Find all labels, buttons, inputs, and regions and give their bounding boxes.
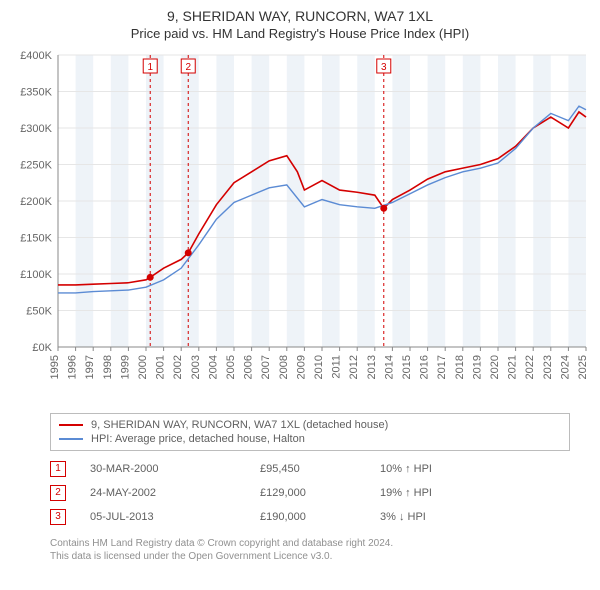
svg-text:2020: 2020: [489, 355, 501, 379]
row-marker-cell: 1: [50, 461, 90, 477]
footer-line: Contains HM Land Registry data © Crown c…: [50, 537, 570, 550]
svg-text:2011: 2011: [331, 355, 343, 379]
row-marker-cell: 2: [50, 485, 90, 501]
row-date: 24-MAY-2002: [90, 487, 260, 499]
svg-text:2005: 2005: [225, 355, 237, 379]
svg-text:£350K: £350K: [20, 87, 52, 99]
svg-text:1997: 1997: [84, 355, 96, 379]
table-row: 3 05-JUL-2013 £190,000 3% ↓ HPI: [50, 505, 570, 529]
svg-text:2002: 2002: [172, 355, 184, 379]
marker-number: 1: [55, 464, 61, 474]
svg-text:2: 2: [185, 62, 191, 73]
legend-item-hpi: HPI: Average price, detached house, Halt…: [59, 432, 561, 446]
svg-text:2008: 2008: [278, 355, 290, 379]
svg-text:2024: 2024: [559, 355, 571, 379]
svg-text:3: 3: [381, 62, 387, 73]
svg-text:2013: 2013: [366, 355, 378, 379]
transaction-marker: 2: [50, 485, 66, 501]
svg-text:£0K: £0K: [32, 342, 52, 354]
marker-number: 2: [55, 488, 61, 498]
row-price: £129,000: [260, 487, 380, 499]
svg-text:1998: 1998: [102, 355, 114, 379]
svg-text:2017: 2017: [436, 355, 448, 379]
svg-text:2000: 2000: [137, 355, 149, 379]
legend-label: 9, SHERIDAN WAY, RUNCORN, WA7 1XL (detac…: [91, 419, 388, 431]
marker-number: 3: [55, 512, 61, 522]
svg-text:2010: 2010: [313, 355, 325, 379]
row-price: £95,450: [260, 463, 380, 475]
svg-text:£250K: £250K: [20, 160, 52, 172]
legend-item-property: 9, SHERIDAN WAY, RUNCORN, WA7 1XL (detac…: [59, 418, 561, 432]
row-date: 30-MAR-2000: [90, 463, 260, 475]
svg-text:2009: 2009: [295, 355, 307, 379]
legend-box: 9, SHERIDAN WAY, RUNCORN, WA7 1XL (detac…: [50, 413, 570, 451]
svg-text:2021: 2021: [507, 355, 519, 379]
chart-subtitle: Price paid vs. HM Land Registry's House …: [10, 26, 590, 41]
svg-text:2003: 2003: [190, 355, 202, 379]
svg-text:2012: 2012: [348, 355, 360, 379]
footer-line: This data is licensed under the Open Gov…: [50, 550, 570, 563]
svg-text:£100K: £100K: [20, 269, 52, 281]
chart-title: 9, SHERIDAN WAY, RUNCORN, WA7 1XL: [10, 8, 590, 24]
svg-text:2007: 2007: [260, 355, 272, 379]
svg-text:1: 1: [147, 62, 153, 73]
table-row: 2 24-MAY-2002 £129,000 19% ↑ HPI: [50, 481, 570, 505]
legend-swatch: [59, 424, 83, 426]
svg-text:£50K: £50K: [26, 306, 52, 318]
svg-text:2004: 2004: [207, 355, 219, 379]
row-delta: 10% ↑ HPI: [380, 463, 520, 475]
chart-area: £0K £50K £100K £150K £200K £250K £300K £350K £40…: [10, 47, 590, 407]
svg-text:2016: 2016: [419, 355, 431, 379]
svg-text:2006: 2006: [243, 355, 255, 379]
svg-text:2001: 2001: [155, 355, 167, 379]
svg-text:1995: 1995: [49, 355, 61, 379]
svg-text:£400K: £400K: [20, 50, 52, 62]
transaction-marker: 3: [50, 509, 66, 525]
svg-text:2023: 2023: [542, 355, 554, 379]
svg-text:2015: 2015: [401, 355, 413, 379]
legend-label: HPI: Average price, detached house, Halt…: [91, 433, 305, 445]
transaction-marker: 1: [50, 461, 66, 477]
svg-text:1999: 1999: [119, 355, 131, 379]
svg-text:1996: 1996: [67, 355, 79, 379]
svg-text:2018: 2018: [454, 355, 466, 379]
table-row: 1 30-MAR-2000 £95,450 10% ↑ HPI: [50, 457, 570, 481]
svg-text:£300K: £300K: [20, 123, 52, 135]
row-price: £190,000: [260, 511, 380, 523]
chart-svg: £0K £50K £100K £150K £200K £250K £300K £350K £40…: [10, 47, 590, 407]
svg-text:2022: 2022: [524, 355, 536, 379]
svg-text:2025: 2025: [577, 355, 589, 379]
row-date: 05-JUL-2013: [90, 511, 260, 523]
row-marker-cell: 3: [50, 509, 90, 525]
row-delta: 3% ↓ HPI: [380, 511, 520, 523]
footer-attribution: Contains HM Land Registry data © Crown c…: [50, 537, 570, 563]
svg-text:£200K: £200K: [20, 196, 52, 208]
svg-text:2019: 2019: [471, 355, 483, 379]
row-delta: 19% ↑ HPI: [380, 487, 520, 499]
legend-swatch: [59, 438, 83, 440]
transactions-table: 1 30-MAR-2000 £95,450 10% ↑ HPI 2 24-MAY…: [50, 457, 570, 529]
svg-text:£150K: £150K: [20, 233, 52, 245]
svg-text:2014: 2014: [383, 355, 395, 379]
figure-container: 9, SHERIDAN WAY, RUNCORN, WA7 1XL Price …: [0, 0, 600, 569]
